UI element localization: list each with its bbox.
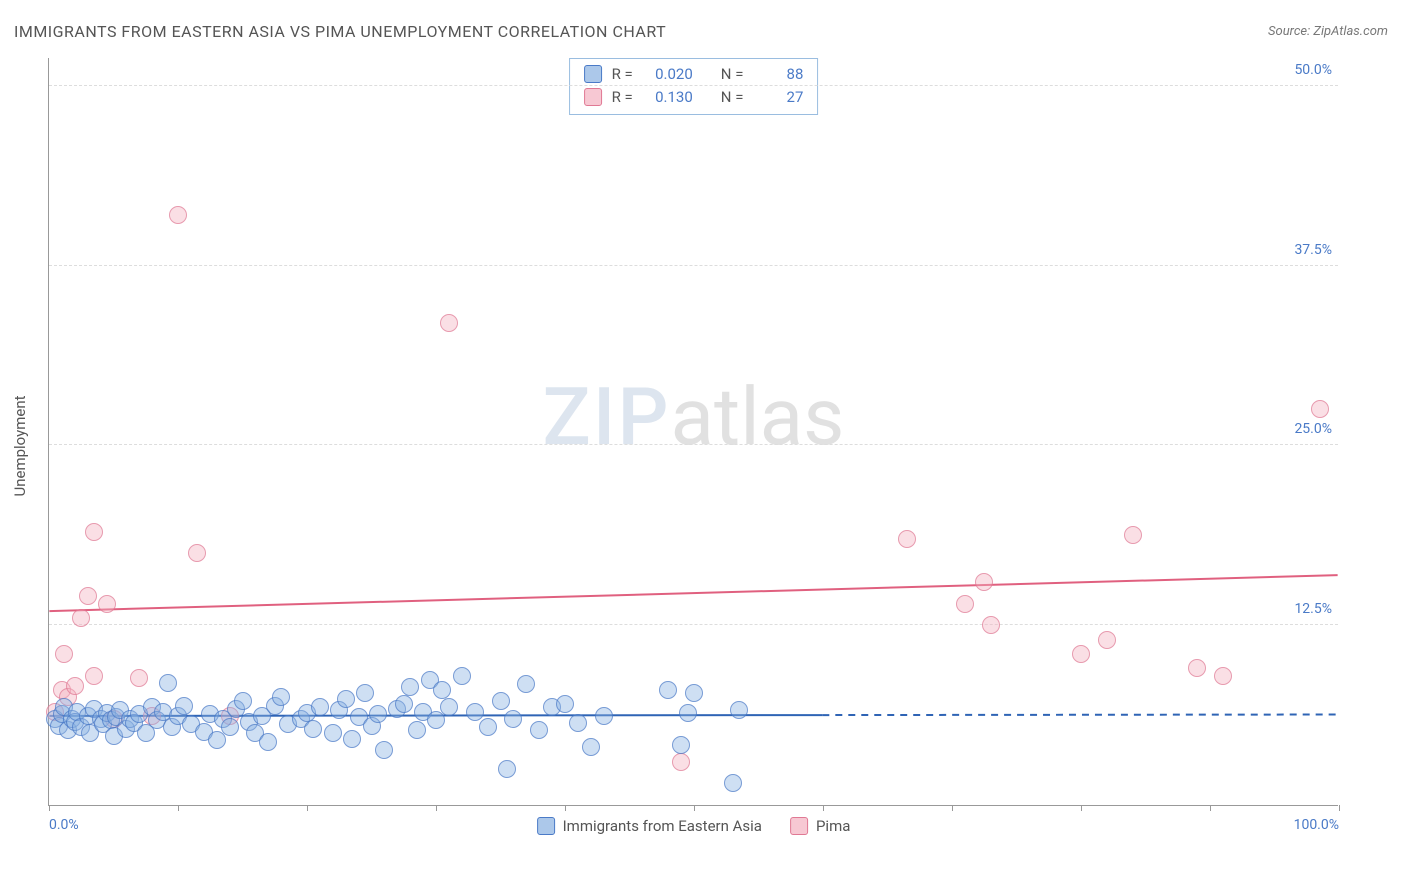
pink-point	[1098, 631, 1116, 649]
blue-point	[569, 714, 587, 732]
pink-point	[72, 609, 90, 627]
x-tick	[49, 805, 50, 811]
blue-point	[408, 721, 426, 739]
blue-point	[343, 730, 361, 748]
pink-point	[440, 314, 458, 332]
pink-point	[1311, 400, 1329, 418]
blue-point	[724, 774, 742, 792]
blue-point	[272, 688, 290, 706]
x-tick	[1081, 805, 1082, 811]
x-tick	[565, 805, 566, 811]
watermark: ZIPatlas	[543, 370, 845, 464]
blue-point	[375, 741, 393, 759]
blue-point	[517, 675, 535, 693]
swatch-blue-icon	[584, 65, 602, 83]
stats-legend-box: R = 0.020 N = 88 R = 0.130 N = 27	[569, 58, 819, 115]
x-tick	[952, 805, 953, 811]
blue-point	[504, 710, 522, 728]
blue-trend-line-dashed	[822, 714, 1337, 715]
x-tick	[823, 805, 824, 811]
swatch-blue-icon	[537, 817, 555, 835]
pink-point	[975, 573, 993, 591]
blue-point	[479, 718, 497, 736]
blue-point	[433, 681, 451, 699]
x-tick	[436, 805, 437, 811]
swatch-pink-icon	[584, 88, 602, 106]
x-tick	[307, 805, 308, 811]
blue-point	[492, 692, 510, 710]
pink-point	[85, 667, 103, 685]
blue-point	[259, 733, 277, 751]
blue-point	[530, 721, 548, 739]
pink-point	[188, 544, 206, 562]
blue-point	[440, 698, 458, 716]
gridline	[49, 265, 1338, 266]
pink-point	[1124, 526, 1142, 544]
plot-area: ZIPatlas R = 0.020 N = 88 R = 0.130 N = …	[48, 58, 1338, 806]
pink-point	[66, 677, 84, 695]
legend-label: Immigrants from Eastern Asia	[563, 817, 762, 835]
chart-title: IMMIGRANTS FROM EASTERN ASIA VS PIMA UNE…	[14, 22, 666, 41]
blue-point	[685, 684, 703, 702]
blue-point	[395, 695, 413, 713]
gridline	[49, 444, 1338, 445]
x-tick-label: 100.0%	[1294, 817, 1339, 833]
pink-point	[79, 587, 97, 605]
pink-point	[1072, 645, 1090, 663]
stats-row-pink: R = 0.130 N = 27	[584, 86, 804, 109]
x-tick	[694, 805, 695, 811]
pink-point	[982, 616, 1000, 634]
x-tick	[1210, 805, 1211, 811]
pink-point	[130, 669, 148, 687]
y-tick-label: 12.5%	[1294, 601, 1332, 617]
blue-point	[679, 704, 697, 722]
legend-item-blue: Immigrants from Eastern Asia	[537, 817, 762, 835]
blue-point	[730, 701, 748, 719]
gridline	[49, 85, 1338, 86]
y-tick-label: 25.0%	[1294, 421, 1332, 437]
pink-point	[898, 530, 916, 548]
blue-point	[356, 684, 374, 702]
y-tick-label: 50.0%	[1294, 62, 1332, 78]
y-tick-label: 37.5%	[1294, 242, 1332, 258]
pink-point	[55, 645, 73, 663]
blue-point	[453, 667, 471, 685]
blue-point	[159, 674, 177, 692]
blue-point	[337, 690, 355, 708]
blue-point	[466, 703, 484, 721]
blue-point	[498, 760, 516, 778]
source-attribution: Source: ZipAtlas.com	[1268, 24, 1388, 39]
blue-point	[672, 736, 690, 754]
blue-point	[659, 681, 677, 699]
gridline	[49, 624, 1338, 625]
x-tick-label: 0.0%	[49, 817, 79, 833]
y-axis-title: Unemployment	[11, 395, 29, 496]
pink-point	[672, 753, 690, 771]
blue-point	[401, 678, 419, 696]
blue-point	[369, 705, 387, 723]
pink-point	[1188, 659, 1206, 677]
stats-row-blue: R = 0.020 N = 88	[584, 63, 804, 86]
blue-point	[304, 720, 322, 738]
blue-point	[311, 698, 329, 716]
blue-point	[324, 724, 342, 742]
blue-point	[582, 738, 600, 756]
blue-point	[595, 707, 613, 725]
x-tick	[1339, 805, 1340, 811]
pink-point	[956, 595, 974, 613]
legend-item-pink: Pima	[790, 817, 850, 835]
pink-point	[1214, 667, 1232, 685]
blue-point	[221, 718, 239, 736]
swatch-pink-icon	[790, 817, 808, 835]
pink-point	[98, 595, 116, 613]
pink-trend-line	[49, 575, 1337, 611]
pink-point	[169, 206, 187, 224]
pink-point	[85, 523, 103, 541]
bottom-legend: Immigrants from Eastern Asia Pima	[537, 817, 851, 835]
blue-point	[175, 697, 193, 715]
x-tick	[178, 805, 179, 811]
legend-label: Pima	[816, 817, 850, 835]
blue-point	[234, 692, 252, 710]
blue-point	[556, 695, 574, 713]
